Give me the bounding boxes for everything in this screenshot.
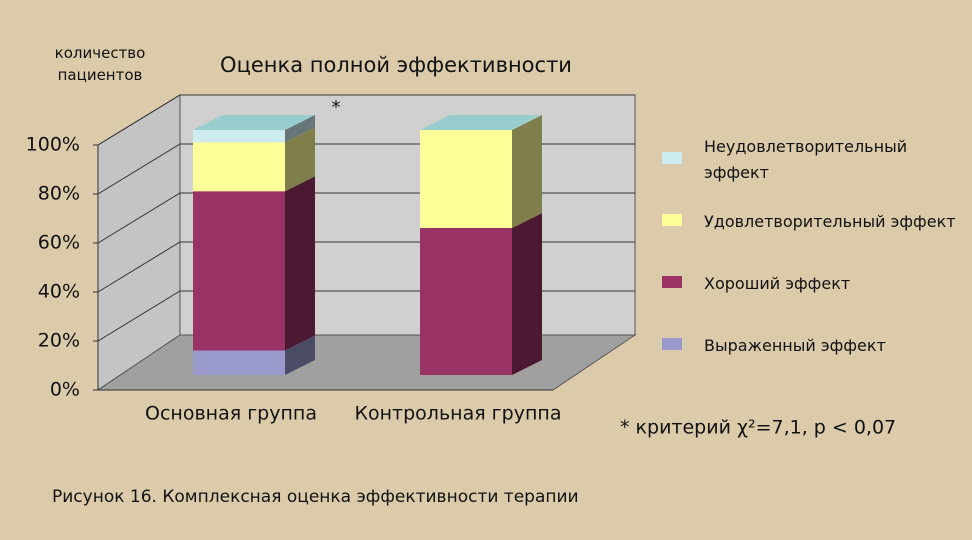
legend-label: Неудовлетворительный эффект	[704, 137, 908, 182]
note: * критерий χ²=7,1, p < 0,07	[620, 417, 896, 439]
y-axis-label: количество пациентов	[54, 44, 146, 84]
legend-swatch	[662, 152, 682, 164]
legend-swatch	[662, 276, 682, 288]
y-tick-label: 20%	[38, 330, 80, 352]
floor	[96, 334, 637, 391]
bar-side-shade	[285, 127, 315, 192]
bar-top	[420, 115, 542, 130]
bar-side-shade	[512, 115, 542, 228]
legend-label: Удовлетворительный эффект	[704, 212, 956, 231]
legend-label: Хороший эффект	[704, 274, 851, 293]
bar-segment	[420, 228, 512, 375]
grid-line	[97, 94, 635, 146]
legend-swatch	[662, 338, 682, 350]
bar-side-shade	[285, 335, 315, 375]
bar-top	[193, 115, 315, 130]
bar-side-shade	[512, 213, 542, 375]
caption: Рисунок 16. Комплексная оценка эффективн…	[52, 487, 579, 507]
legend-label: Выраженный эффект	[704, 336, 886, 355]
x-tick-label: Контрольная группа	[355, 403, 562, 425]
bar-segment	[193, 130, 285, 143]
bar-side-shade	[285, 115, 315, 143]
y-tick-label: 40%	[38, 281, 80, 303]
bar-segment	[193, 191, 285, 351]
bar-segment	[193, 142, 285, 192]
bar-side-shade	[285, 176, 315, 351]
y-tick-label: 0%	[50, 379, 80, 401]
chart-title: Оценка полной эффективности	[220, 53, 572, 77]
annotation: *	[332, 97, 341, 118]
x-tick-label: Основная группа	[145, 403, 317, 425]
legend-swatch	[662, 214, 682, 226]
y-tick-label: 80%	[38, 183, 80, 205]
bar-segment	[420, 130, 512, 228]
bar-segment	[193, 350, 285, 375]
y-tick-label: 60%	[38, 232, 80, 254]
y-tick-label: 100%	[26, 134, 80, 156]
